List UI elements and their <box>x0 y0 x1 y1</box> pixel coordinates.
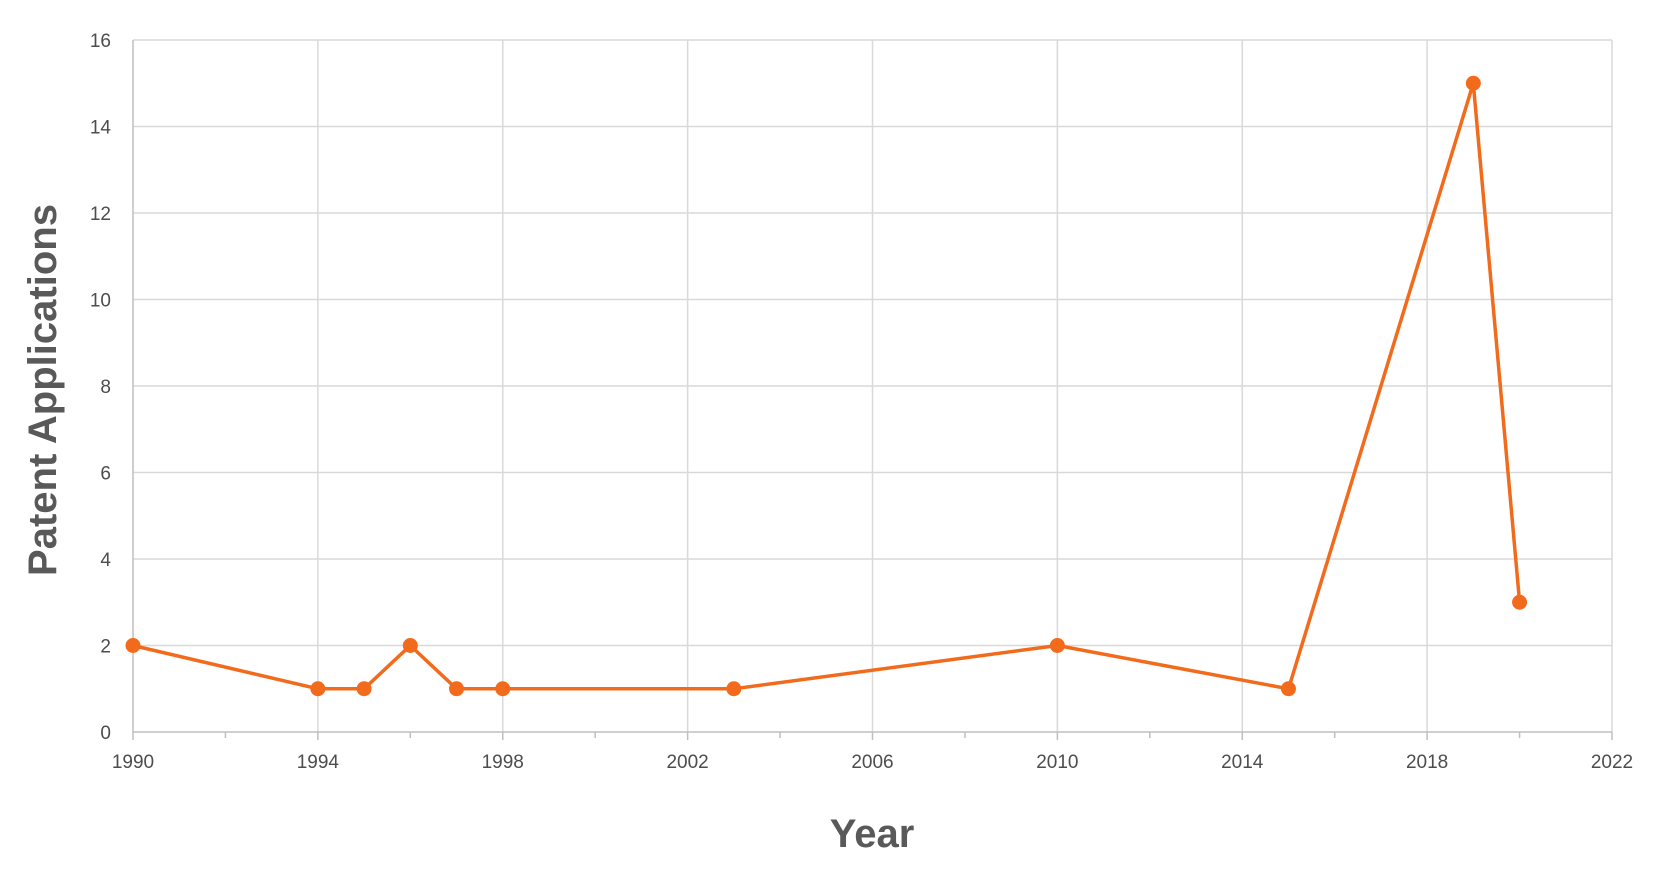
data-point <box>1280 681 1296 697</box>
y-tick-label: 6 <box>100 464 111 485</box>
y-tick-label: 0 <box>100 723 111 744</box>
y-tick-label: 12 <box>90 204 111 225</box>
x-tick-label: 2006 <box>851 752 893 773</box>
data-point <box>356 681 372 697</box>
x-tick-label: 2022 <box>1591 752 1633 773</box>
data-point <box>125 638 141 653</box>
x-tick-label: 2002 <box>666 752 708 773</box>
data-point <box>1465 75 1481 91</box>
y-tick-label: 8 <box>100 377 111 398</box>
y-tick-label: 14 <box>90 118 112 139</box>
y-tick-label: 2 <box>100 637 111 658</box>
tick-labels: 0 2 4 6 8 10 12 14 16 1990 1994 1998 2002 2006 2010 201… <box>90 31 1633 773</box>
axes <box>132 40 1613 740</box>
y-axis-title: Patent Applications <box>21 204 65 576</box>
data-point <box>449 681 465 697</box>
series <box>125 75 1528 697</box>
data-point <box>1049 638 1065 653</box>
x-tick-label: 1998 <box>482 752 524 773</box>
data-point <box>726 681 742 697</box>
data-point <box>495 681 511 697</box>
x-tick-label: 2018 <box>1406 752 1448 773</box>
x-axis-title: Year <box>830 812 915 856</box>
data-point <box>310 681 326 697</box>
x-tick-label: 2010 <box>1036 752 1078 773</box>
y-tick-label: 16 <box>90 31 111 52</box>
x-tick-label: 2014 <box>1221 752 1264 773</box>
x-tick-label: 1994 <box>297 752 340 773</box>
data-point <box>402 638 418 653</box>
y-tick-label: 10 <box>90 291 111 312</box>
data-point <box>1512 594 1528 610</box>
y-tick-label: 4 <box>100 550 111 571</box>
x-tick-label: 1990 <box>112 752 154 773</box>
grid-lines <box>133 39 1613 732</box>
